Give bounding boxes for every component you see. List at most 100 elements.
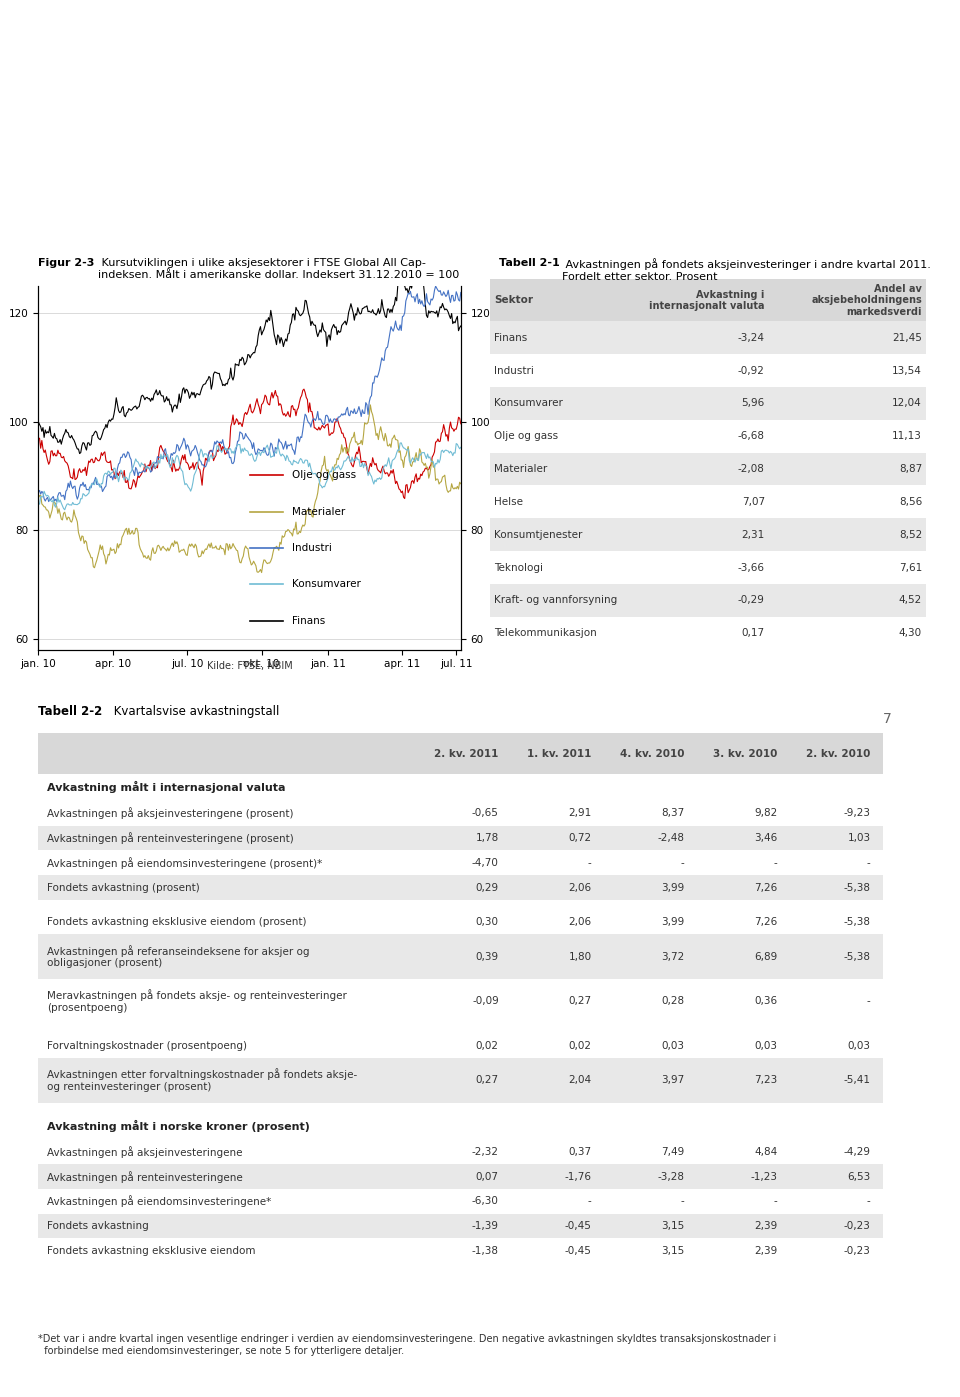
Text: -0,45: -0,45 xyxy=(564,1246,591,1256)
Text: 7,49: 7,49 xyxy=(661,1147,684,1157)
FancyBboxPatch shape xyxy=(38,1214,883,1239)
Text: Avkastningen på aksjeinvesteringene (prosent): Avkastningen på aksjeinvesteringene (pro… xyxy=(47,807,294,819)
Text: 21,45: 21,45 xyxy=(892,332,922,342)
Text: -5,38: -5,38 xyxy=(844,916,871,928)
Text: 0,03: 0,03 xyxy=(755,1041,778,1051)
Text: 3,99: 3,99 xyxy=(661,916,684,928)
Text: Industri: Industri xyxy=(292,543,332,553)
Text: -2,48: -2,48 xyxy=(658,833,684,844)
Text: Avkastningen på eiendomsinvesteringene*: Avkastningen på eiendomsinvesteringene* xyxy=(47,1196,271,1207)
Text: Kvartalsvise avkastningstall: Kvartalsvise avkastningstall xyxy=(110,705,279,718)
Text: Forvaltningskostnader (prosentpoeng): Forvaltningskostnader (prosentpoeng) xyxy=(47,1041,247,1051)
Text: -2,32: -2,32 xyxy=(471,1147,499,1157)
Text: Avkastningen på fondets aksjeinvesteringer i andre kvartal 2011.
Fordelt etter s: Avkastningen på fondets aksjeinvestering… xyxy=(562,258,930,282)
Text: Avkastningen på renteinvesteringene (prosent): Avkastningen på renteinvesteringene (pro… xyxy=(47,833,294,844)
FancyBboxPatch shape xyxy=(490,584,926,616)
Text: 1. kv. 2011: 1. kv. 2011 xyxy=(527,749,591,759)
Text: -0,29: -0,29 xyxy=(738,595,765,605)
Text: 3,15: 3,15 xyxy=(661,1246,684,1256)
Text: Kilde: FTSE, NBIM: Kilde: FTSE, NBIM xyxy=(206,661,293,671)
Text: Avkastningen på aksjeinvesteringene: Avkastningen på aksjeinvesteringene xyxy=(47,1146,242,1158)
Text: -9,23: -9,23 xyxy=(844,809,871,819)
Text: 4,84: 4,84 xyxy=(755,1147,778,1157)
FancyBboxPatch shape xyxy=(490,518,926,550)
Text: 7,61: 7,61 xyxy=(899,563,922,573)
Text: 8,52: 8,52 xyxy=(899,529,922,539)
Text: -0,65: -0,65 xyxy=(472,809,499,819)
Text: 3,46: 3,46 xyxy=(755,833,778,844)
FancyBboxPatch shape xyxy=(490,353,926,387)
Text: Meravkastningen på fondets aksje- og renteinvesteringer
(prosentpoeng): Meravkastningen på fondets aksje- og ren… xyxy=(47,989,347,1013)
Text: 7,23: 7,23 xyxy=(755,1076,778,1085)
FancyBboxPatch shape xyxy=(38,979,883,1024)
Text: 2,91: 2,91 xyxy=(568,809,591,819)
Text: 1,03: 1,03 xyxy=(848,833,871,844)
Text: Konsumvarer: Konsumvarer xyxy=(494,398,563,408)
Text: -6,30: -6,30 xyxy=(472,1196,499,1207)
Text: -0,92: -0,92 xyxy=(738,366,765,376)
Text: 12,04: 12,04 xyxy=(892,398,922,408)
Text: 7,26: 7,26 xyxy=(755,916,778,928)
Text: Avkastningen etter forvaltningskostnader på fondets aksje-
og renteinvesteringer: Avkastningen etter forvaltningskostnader… xyxy=(47,1069,357,1092)
Text: -0,23: -0,23 xyxy=(844,1221,871,1231)
FancyBboxPatch shape xyxy=(38,826,883,851)
Text: 7,26: 7,26 xyxy=(755,883,778,893)
Text: 0,39: 0,39 xyxy=(476,951,499,961)
Text: -: - xyxy=(774,1196,778,1207)
Text: Tabell 2-1: Tabell 2-1 xyxy=(499,258,560,268)
Text: 1,78: 1,78 xyxy=(475,833,499,844)
Text: 0,03: 0,03 xyxy=(661,1041,684,1051)
FancyBboxPatch shape xyxy=(38,800,883,826)
Text: Avkastningen på eiendomsinvesteringene (prosent)*: Avkastningen på eiendomsinvesteringene (… xyxy=(47,856,323,869)
Text: 0,03: 0,03 xyxy=(848,1041,871,1051)
Text: Helse: Helse xyxy=(494,497,523,507)
Text: Finans: Finans xyxy=(292,616,325,626)
Text: -3,66: -3,66 xyxy=(738,563,765,573)
Text: Industri: Industri xyxy=(494,366,534,376)
Text: 8,87: 8,87 xyxy=(899,464,922,474)
Text: Konsumvarer: Konsumvarer xyxy=(292,580,361,590)
Text: 4,30: 4,30 xyxy=(899,629,922,638)
Text: 0,27: 0,27 xyxy=(568,996,591,1006)
FancyBboxPatch shape xyxy=(490,453,926,485)
FancyBboxPatch shape xyxy=(38,733,883,774)
Text: 6,53: 6,53 xyxy=(848,1172,871,1182)
Text: -: - xyxy=(588,858,591,868)
Text: Materialer: Materialer xyxy=(494,464,547,474)
Text: 6,89: 6,89 xyxy=(755,951,778,961)
FancyBboxPatch shape xyxy=(490,387,926,419)
FancyBboxPatch shape xyxy=(38,851,883,875)
Text: 8,37: 8,37 xyxy=(661,809,684,819)
Text: 4,52: 4,52 xyxy=(899,595,922,605)
Text: 4. kv. 2010: 4. kv. 2010 xyxy=(620,749,684,759)
Text: 0,30: 0,30 xyxy=(476,916,499,928)
Text: -: - xyxy=(588,1196,591,1207)
FancyBboxPatch shape xyxy=(38,1239,883,1263)
Text: Andel av
aksjebeholdningens
markedsverdi: Andel av aksjebeholdningens markedsverdi xyxy=(811,284,922,317)
FancyBboxPatch shape xyxy=(38,1058,883,1102)
Text: 0,29: 0,29 xyxy=(476,883,499,893)
Text: 2,06: 2,06 xyxy=(568,916,591,928)
FancyBboxPatch shape xyxy=(38,935,883,979)
Text: 0,17: 0,17 xyxy=(742,629,765,638)
Text: Teknologi: Teknologi xyxy=(494,563,543,573)
Text: -6,68: -6,68 xyxy=(738,432,765,441)
Text: 2,04: 2,04 xyxy=(568,1076,591,1085)
Text: 8,56: 8,56 xyxy=(899,497,922,507)
FancyBboxPatch shape xyxy=(490,616,926,650)
Text: 2,39: 2,39 xyxy=(755,1221,778,1231)
Text: 2,06: 2,06 xyxy=(568,883,591,893)
Text: 7,07: 7,07 xyxy=(742,497,765,507)
FancyBboxPatch shape xyxy=(38,1164,883,1189)
Text: -1,76: -1,76 xyxy=(564,1172,591,1182)
Text: Kraft- og vannforsyning: Kraft- og vannforsyning xyxy=(494,595,617,605)
Text: Fondets avkastning (prosent): Fondets avkastning (prosent) xyxy=(47,883,200,893)
Text: Tabell 2-2: Tabell 2-2 xyxy=(38,705,103,718)
Text: -5,38: -5,38 xyxy=(844,883,871,893)
Text: -1,39: -1,39 xyxy=(471,1221,499,1231)
FancyBboxPatch shape xyxy=(490,550,926,584)
Text: Figur 2-3: Figur 2-3 xyxy=(38,258,95,268)
FancyBboxPatch shape xyxy=(490,485,926,518)
Text: Konsumtjenester: Konsumtjenester xyxy=(494,529,583,539)
Text: 3,99: 3,99 xyxy=(661,883,684,893)
